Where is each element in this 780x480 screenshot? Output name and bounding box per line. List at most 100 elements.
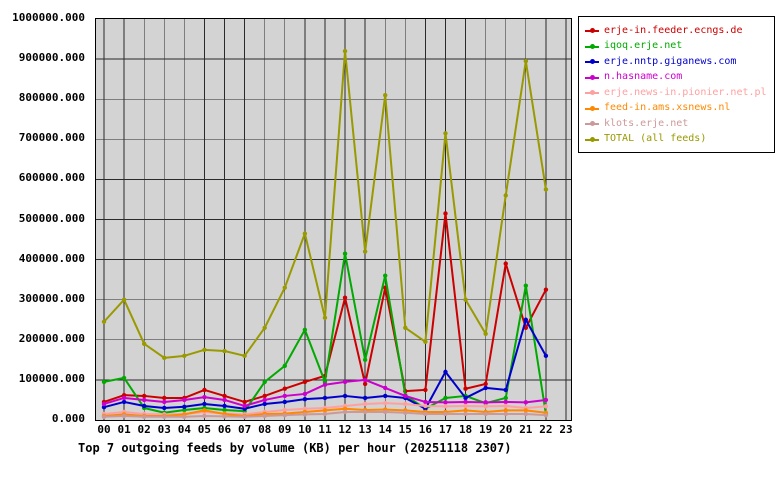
data-point (182, 404, 187, 409)
data-point (483, 400, 488, 405)
data-point (342, 393, 348, 399)
data-point (141, 341, 147, 347)
data-point (543, 187, 549, 192)
legend: erje-in.feeder.ecngs.de iqoq.erje.net erje… (578, 16, 775, 153)
legend-label: iqoq.erje.net (604, 40, 683, 52)
legend-label: erje.news-in.pionier.net.pl (604, 86, 767, 98)
data-point (483, 385, 488, 391)
legend-label: erje.nntp.giganews.com (604, 55, 737, 67)
data-point (423, 399, 428, 405)
data-point (342, 251, 348, 256)
x-tick-label: 20 (499, 423, 513, 436)
data-point (182, 397, 187, 403)
data-point (141, 414, 147, 419)
data-point (362, 381, 368, 387)
x-tick-label: 03 (157, 423, 171, 436)
data-point (302, 412, 308, 417)
data-point (523, 58, 529, 64)
data-point (141, 403, 147, 409)
x-tick-label: 10 (298, 423, 312, 436)
data-point (282, 393, 287, 399)
data-point (202, 413, 207, 419)
data-point (463, 403, 468, 409)
legend-line-icon (585, 104, 599, 113)
data-point (383, 400, 388, 406)
legend-entry: erje.news-in.pionier.net.pl (585, 85, 770, 101)
data-point (463, 297, 468, 302)
data-point (503, 411, 508, 417)
data-point (383, 409, 388, 415)
data-point (483, 331, 488, 336)
y-tick-label: 300000.000 (18, 291, 85, 305)
data-point (101, 319, 107, 324)
data-point (222, 407, 227, 413)
x-tick-label: 00 (97, 423, 111, 436)
legend-entry: feed-in.ams.xsnews.nl (585, 101, 770, 117)
data-point (543, 397, 549, 403)
data-point (282, 363, 287, 369)
y-axis-labels: 1000000.000 900000.000 800000.000 700000.00… (0, 0, 92, 440)
data-point (503, 399, 508, 405)
data-point (101, 414, 107, 419)
x-tick-label: 18 (458, 423, 473, 436)
data-point (282, 407, 287, 413)
data-point (383, 393, 388, 399)
x-axis-labels: 00 01 02 03 04 05 06 07 08 09 10 11 12 13 14 15 16 17 18 19… (0, 424, 780, 438)
legend-entry: iqoq.erje.net (585, 39, 770, 55)
x-tick-label: 01 (117, 423, 131, 436)
x-tick-label: 12 (338, 423, 352, 436)
data-point (523, 283, 529, 288)
data-point (101, 401, 107, 407)
data-point (342, 406, 348, 411)
legend-line-icon (585, 119, 599, 128)
x-tick-label: 13 (358, 423, 372, 436)
data-point (543, 404, 549, 409)
data-point (403, 410, 408, 415)
data-point (162, 405, 167, 411)
x-tick-label: 05 (197, 423, 212, 436)
x-tick-label: 15 (398, 423, 412, 436)
data-point (443, 400, 448, 405)
data-point (202, 387, 207, 393)
data-point (443, 369, 448, 375)
x-tick-label: 09 (278, 423, 292, 436)
legend-line-icon (585, 135, 599, 144)
data-point (262, 397, 267, 403)
data-point (302, 391, 308, 397)
legend-entry: klots.erje.net (585, 116, 770, 132)
y-tick-label: 200000.000 (18, 331, 85, 345)
data-point (262, 401, 267, 407)
data-point (423, 403, 428, 409)
data-point (202, 347, 207, 353)
data-point (121, 375, 127, 381)
legend-entry: erje-in.feeder.ecngs.de (585, 23, 770, 39)
data-point (463, 395, 468, 401)
x-tick-label: 02 (137, 423, 151, 436)
y-tick-label: 100000.000 (18, 371, 85, 385)
legend-line-icon (585, 88, 599, 97)
legend-entry: erje.nntp.giganews.com (585, 54, 770, 70)
data-point (383, 385, 388, 391)
data-point (262, 413, 267, 419)
data-point (543, 287, 549, 292)
data-point (443, 395, 448, 401)
legend-label: feed-in.ams.xsnews.nl (604, 102, 731, 114)
data-point (182, 407, 187, 413)
data-point (202, 401, 207, 407)
data-point (121, 413, 127, 419)
data-point (463, 411, 468, 417)
data-point (282, 399, 287, 405)
y-tick-label: 900000.000 (18, 51, 85, 65)
data-point (523, 411, 529, 417)
data-point (162, 414, 167, 419)
data-point (121, 399, 127, 405)
data-point (101, 404, 107, 410)
legend-line-icon (585, 57, 599, 66)
data-point (523, 317, 529, 322)
data-point (121, 297, 127, 302)
data-point (362, 357, 368, 363)
y-tick-label: 700000.000 (18, 131, 85, 145)
data-point (262, 379, 267, 385)
chart-title: Top 7 outgoing feeds by volume (KB) per … (78, 441, 512, 455)
data-point (282, 412, 287, 418)
